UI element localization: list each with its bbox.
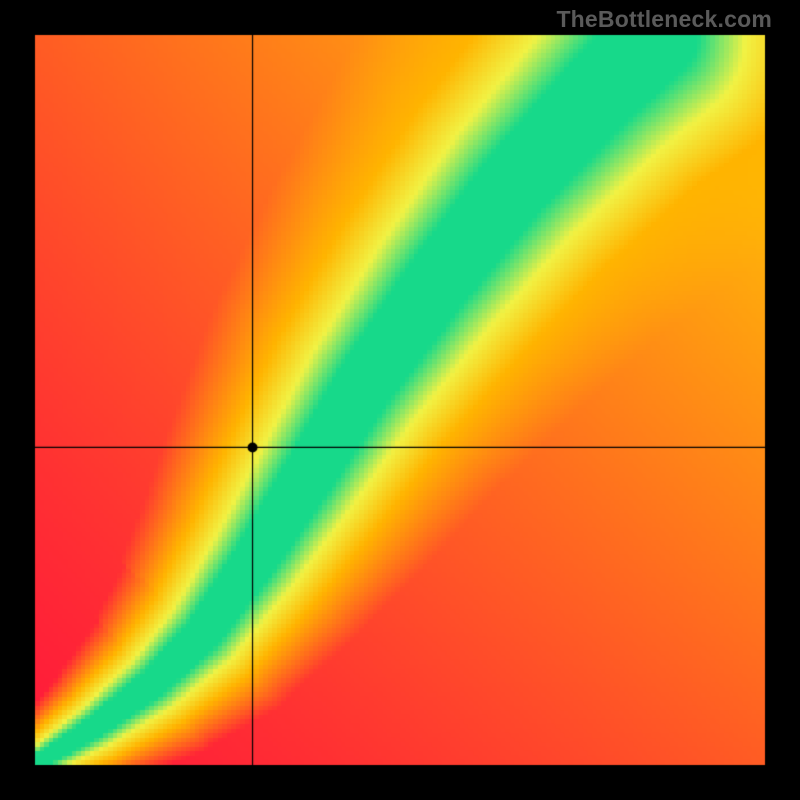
- bottleneck-heatmap: [0, 0, 800, 800]
- watermark-text: TheBottleneck.com: [556, 6, 772, 33]
